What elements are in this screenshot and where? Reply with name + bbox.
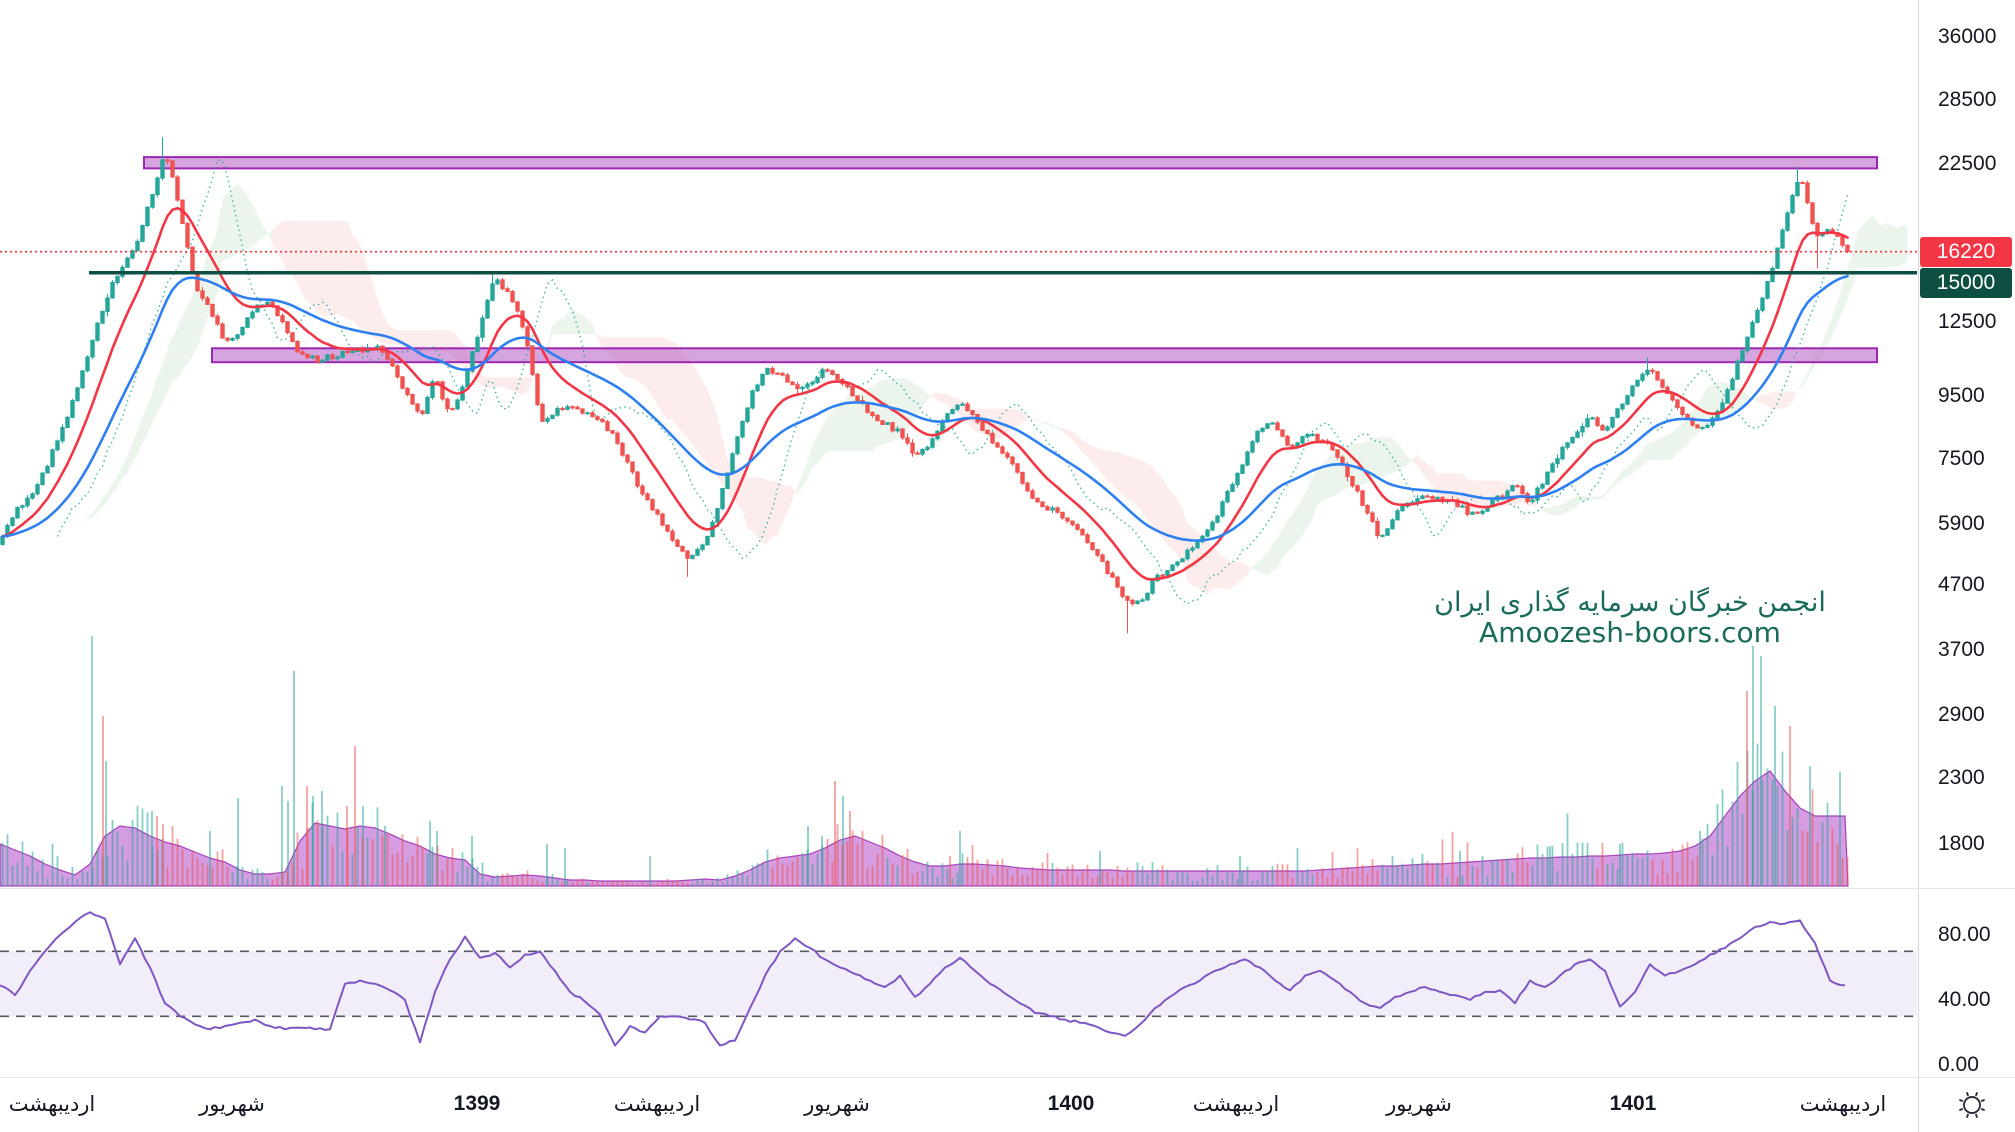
axis-separator-vertical [1918,0,1919,1132]
price-axis-label: 28500 [1938,87,1997,111]
price-axis-label: 7500 [1938,447,1985,471]
last-price-badge: 16220 [1920,236,2012,267]
time-axis-label: اردیبهشت [8,1093,96,1116]
price-axis-label: 3700 [1938,637,1985,661]
rsi-axis[interactable] [1919,889,2015,1076]
rsi-axis-label: 40.00 [1938,988,1991,1011]
price-axis-label: 5900 [1938,511,1985,535]
price-axis-label: 9500 [1938,383,1985,407]
price-axis-label: 2300 [1938,765,1985,789]
time-axis-label: شهریور [804,1093,870,1116]
watermark-line-en: Amoozesh-boors.com [1479,615,1781,649]
time-axis-label: 1401 [1609,1092,1657,1115]
rsi-axis-label: 0.00 [1938,1053,1979,1076]
panel-separator-rsi-time [0,1077,2015,1078]
price-axis-label: 12500 [1938,309,1997,333]
rsi-axis-label: 80.00 [1938,923,1991,946]
watermark: انجمن خبرگان سرمایه گذاری ایران Amoozesh… [1340,588,1920,648]
price-axis-label: 1800 [1938,831,1985,855]
price-axis-label: 2900 [1938,703,1985,727]
support-level-value: 15000 [1936,270,1996,294]
time-axis-label: اردیبهشت [613,1093,701,1116]
timezone-settings-button[interactable] [1950,1083,1994,1127]
time-axis-label: شهریور [1386,1093,1452,1116]
price-axis-label: 4700 [1938,573,1985,597]
support-level-badge: 15000 [1920,267,2012,298]
watermark-line-fa: انجمن خبرگان سرمایه گذاری ایران [1434,587,1826,618]
time-axis-label: 1400 [1047,1092,1095,1115]
price-axis-label: 22500 [1938,151,1997,175]
time-axis-label: اردیبهشت [1799,1093,1887,1116]
time-axis-label: شهریور [199,1093,265,1116]
time-axis-label: اردیبهشت [1192,1093,1280,1116]
price-axis-label: 36000 [1938,25,1997,48]
panel-separator-main-rsi [0,888,2015,889]
time-axis-label: 1399 [453,1092,501,1115]
gear-icon [1959,1092,1985,1118]
last-price-value: 16220 [1936,239,1996,263]
